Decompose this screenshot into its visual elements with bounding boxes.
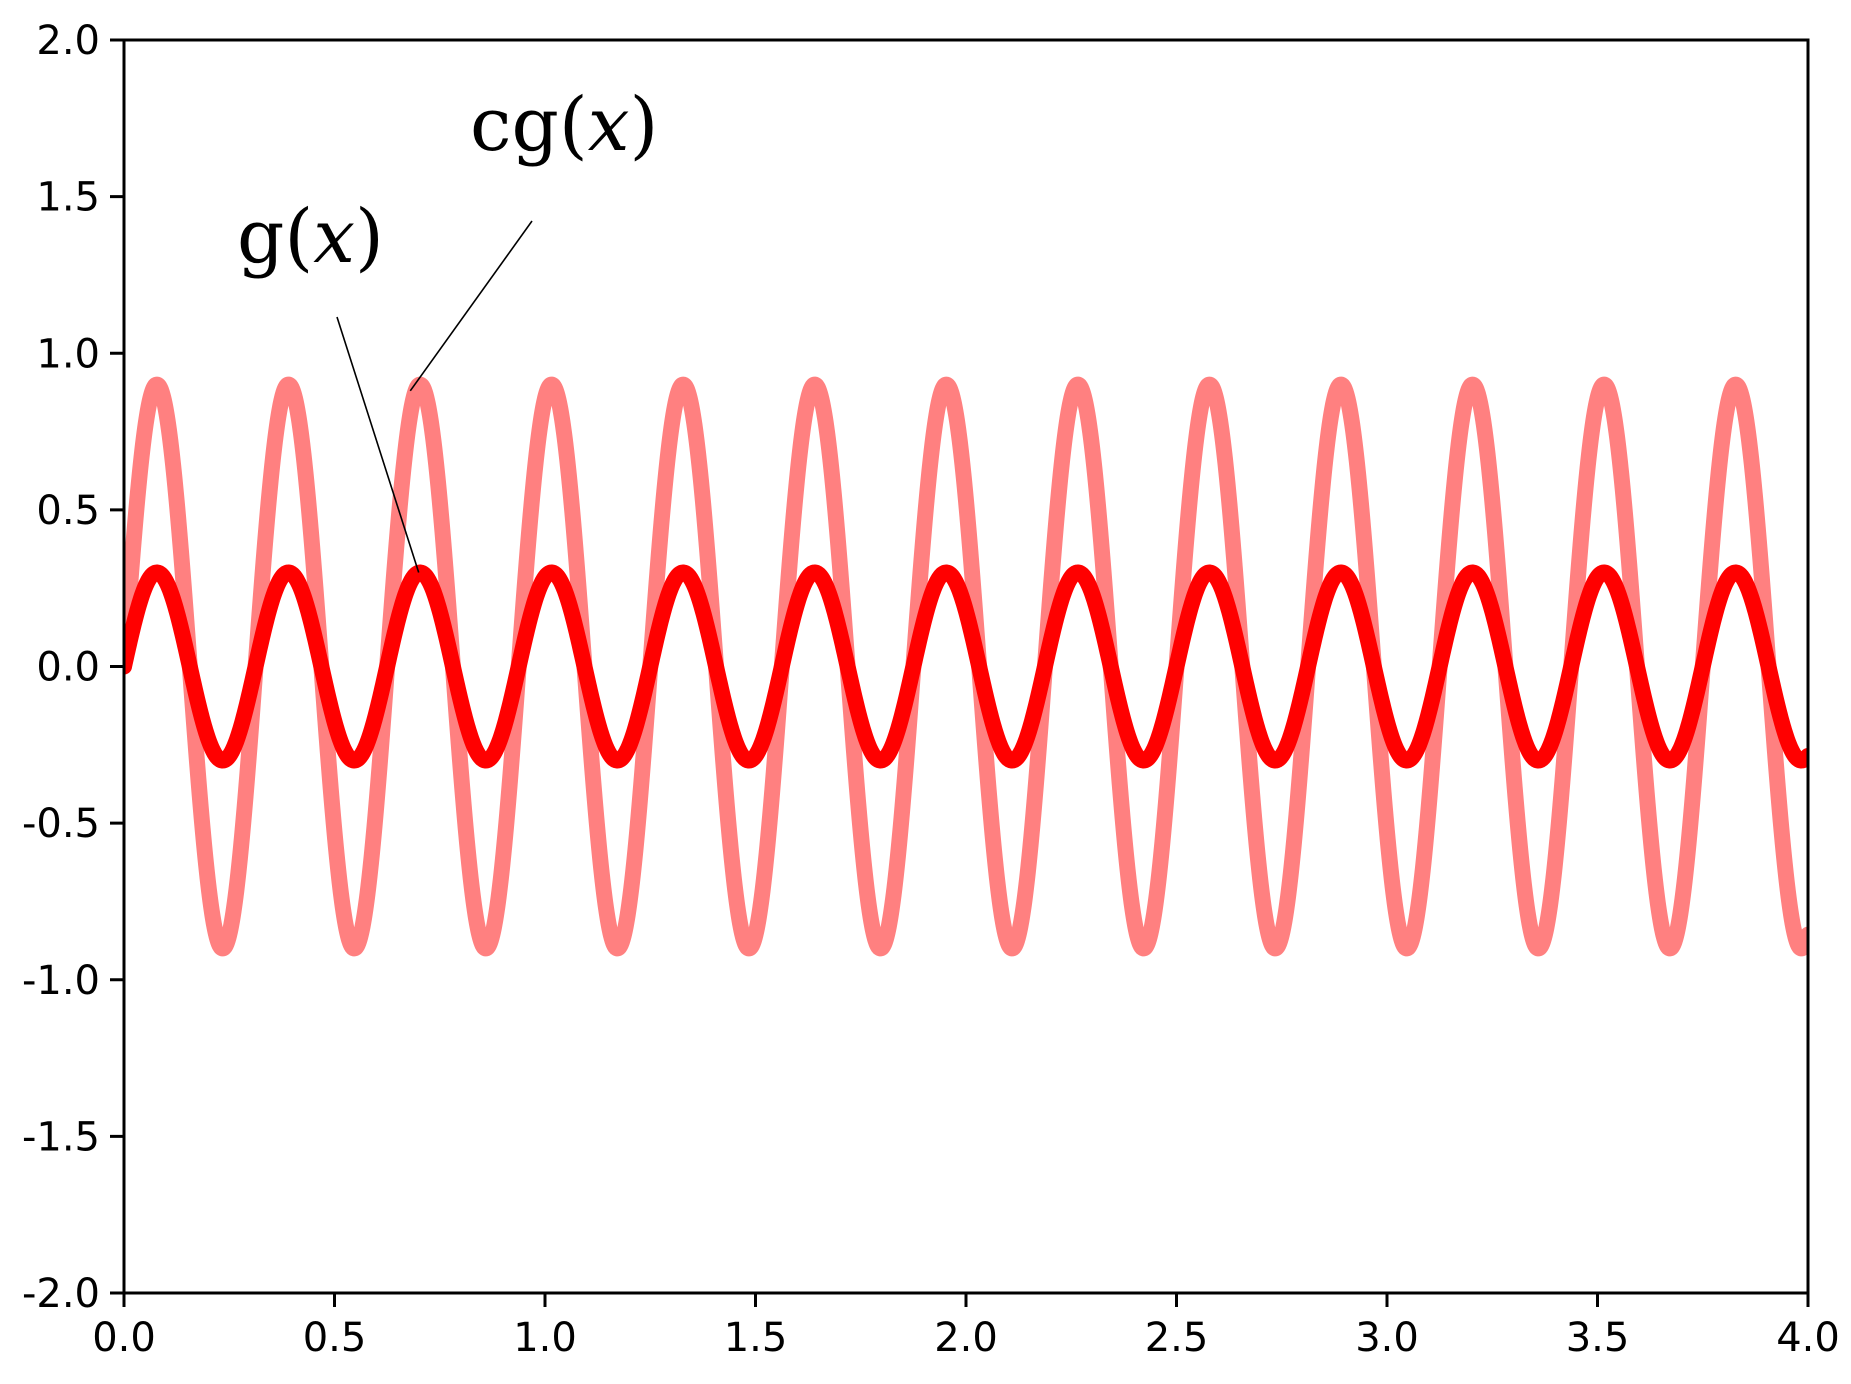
x-tick-label: 1.0 (513, 1315, 577, 1361)
y-tick-label: 0.0 (36, 645, 100, 691)
series-line-gx (124, 564, 1808, 769)
y-tick-label: -1.5 (22, 1114, 100, 1160)
annotation-label-g: g(x) (237, 194, 384, 280)
y-tick-label: 0.5 (36, 488, 100, 534)
x-tick-label: 0.0 (92, 1315, 156, 1361)
y-tick-label: 1.5 (36, 175, 100, 221)
annotation-label-cg: cg(x) (470, 82, 658, 168)
x-tick-label: 2.5 (1145, 1315, 1209, 1361)
x-tick-label: 0.5 (303, 1315, 367, 1361)
annotation-leaders (336, 220, 533, 573)
annotation-g-var: x (313, 194, 355, 280)
annotation-cg-close-paren: ) (629, 82, 658, 168)
x-tick-label: 3.5 (1566, 1315, 1630, 1361)
y-tick-label: -0.5 (22, 801, 100, 847)
annotation-cg-fn: cg (470, 82, 559, 168)
x-tick-label: 4.0 (1776, 1315, 1840, 1361)
y-axis: -2.0 -1.5 -1.0 -0.5 0.0 0.5 1.0 1.5 2.0 (22, 18, 124, 1317)
annotation-cg-var: x (588, 82, 630, 168)
x-tick-label: 3.0 (1355, 1315, 1419, 1361)
y-tick-label: -2.0 (22, 1271, 100, 1317)
annotation-cg-open-paren: ( (559, 82, 588, 168)
annotation-g-close-paren: ) (355, 194, 384, 280)
series-line-cgx (124, 376, 1808, 957)
annotation-leader-cg (409, 220, 533, 392)
y-tick-label: 2.0 (36, 18, 100, 64)
x-axis: 0.0 0.5 1.0 1.5 2.0 2.5 3.0 3.5 4.0 (92, 1293, 1840, 1361)
series-layer (124, 376, 1808, 957)
annotation-g-open-paren: ( (284, 194, 313, 280)
x-tick-label: 2.0 (934, 1315, 998, 1361)
annotation-g-fn: g (237, 194, 284, 280)
annotation-leader-g (336, 316, 420, 573)
y-tick-label: 1.0 (36, 331, 100, 377)
y-tick-label: -1.0 (22, 958, 100, 1004)
x-tick-label: 1.5 (724, 1315, 788, 1361)
